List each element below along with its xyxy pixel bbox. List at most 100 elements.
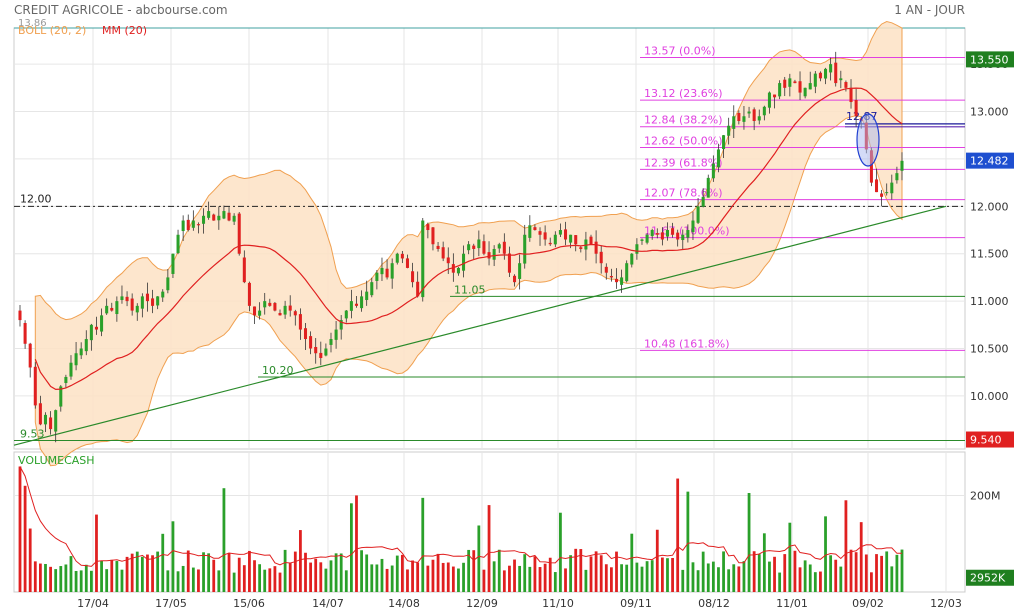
volume-bar: [502, 570, 506, 592]
volume-bar: [457, 568, 460, 592]
y-tick-label: 12.000: [970, 200, 1009, 213]
volume-bar: [64, 564, 68, 592]
candle-body: [145, 293, 149, 302]
volume-bar: [248, 550, 251, 592]
candle-body: [472, 245, 476, 249]
volume-bar: [599, 555, 603, 592]
volume-bar: [528, 566, 532, 592]
volume-bar: [293, 551, 297, 592]
candle-body: [635, 244, 639, 254]
candle-body: [405, 258, 409, 268]
volume-bar: [696, 570, 700, 592]
volume-bar: [18, 466, 22, 592]
volume-bar: [370, 564, 374, 592]
candle-body: [38, 403, 42, 425]
candle-body: [456, 267, 460, 274]
candle-body: [691, 220, 695, 233]
volume-bar: [477, 525, 481, 592]
volume-bar: [574, 548, 578, 592]
candle-body: [222, 211, 226, 219]
volume-bar: [151, 555, 154, 592]
candle-body: [467, 244, 471, 251]
volume-bar: [299, 530, 302, 592]
volume-bar: [28, 528, 32, 592]
candle-body: [462, 253, 466, 271]
candle-body: [293, 311, 297, 316]
candle-body: [518, 263, 522, 279]
candle-body: [818, 72, 822, 79]
candle-body: [574, 235, 578, 245]
candle-body: [538, 231, 542, 235]
volume-bar: [890, 566, 894, 592]
candle-body: [497, 244, 501, 249]
candle-body: [140, 296, 144, 309]
volume-bar: [355, 495, 358, 592]
candle-body: [49, 417, 53, 430]
candle-body: [33, 366, 37, 406]
volume-bar: [508, 565, 511, 592]
volume-bar: [146, 554, 149, 592]
mm-line: [34, 87, 903, 391]
fib-level-label: 10.48 (161.8%): [644, 337, 730, 350]
volume-bar: [421, 497, 425, 592]
volume-bar: [808, 564, 812, 592]
volume-bar: [115, 561, 119, 592]
candle-body: [834, 62, 838, 84]
candle-body: [701, 196, 705, 207]
volume-bar: [59, 566, 63, 592]
volume-bar: [711, 561, 715, 592]
candle-body: [696, 206, 700, 223]
candle-body: [625, 263, 629, 282]
price-badge-label: 12.482: [970, 155, 1009, 168]
volume-bar: [584, 569, 588, 592]
volume-bar: [232, 572, 236, 592]
volume-bar: [319, 562, 323, 592]
candle-body: [288, 305, 292, 311]
volume-bar: [263, 569, 267, 592]
candle-body: [375, 272, 379, 281]
candle-body: [895, 173, 899, 181]
candle-body: [599, 251, 603, 264]
x-tick-label: 11/10: [542, 597, 574, 610]
candle-body: [492, 248, 496, 260]
candle-body: [115, 301, 119, 315]
candle-body: [18, 310, 22, 321]
trend-line: [13, 205, 947, 446]
candle-body: [681, 234, 685, 241]
volume-bar: [191, 567, 195, 592]
volume-bar: [451, 566, 455, 592]
candle-body: [84, 339, 88, 352]
volume-bar: [441, 562, 445, 592]
volume-bar: [553, 572, 557, 592]
candle-body: [665, 230, 670, 237]
volume-bar: [722, 551, 725, 592]
candle-body: [94, 326, 98, 330]
volume-bar: [615, 551, 618, 592]
candle-body: [309, 336, 313, 349]
volume-bar: [900, 549, 904, 592]
volume-bar: [38, 563, 42, 592]
candle-body: [543, 232, 547, 240]
candle-body: [880, 193, 884, 197]
volume-bar: [171, 521, 175, 592]
volume-bar: [482, 569, 486, 592]
period-label: 1 AN - JOUR: [894, 3, 965, 17]
candle-body: [706, 177, 710, 198]
volume-bar: [691, 562, 695, 592]
candle-body: [604, 266, 608, 273]
chart-title: CREDIT AGRICOLE - abcbourse.com: [14, 3, 228, 17]
moving-average-line: [34, 87, 903, 391]
candle-body: [161, 291, 165, 298]
candle-body: [579, 247, 583, 249]
candle-body: [630, 253, 634, 265]
candle-body: [890, 182, 894, 194]
candle-body: [553, 234, 557, 245]
volume-bar: [569, 555, 573, 592]
candle-body: [742, 116, 746, 122]
candle-body: [370, 282, 374, 296]
candle-body: [528, 225, 532, 238]
volume-bar: [803, 560, 807, 592]
fib-level-label: 13.57 (0.0%): [644, 44, 716, 57]
candle-body: [747, 111, 751, 114]
volume-bar: [176, 571, 180, 592]
